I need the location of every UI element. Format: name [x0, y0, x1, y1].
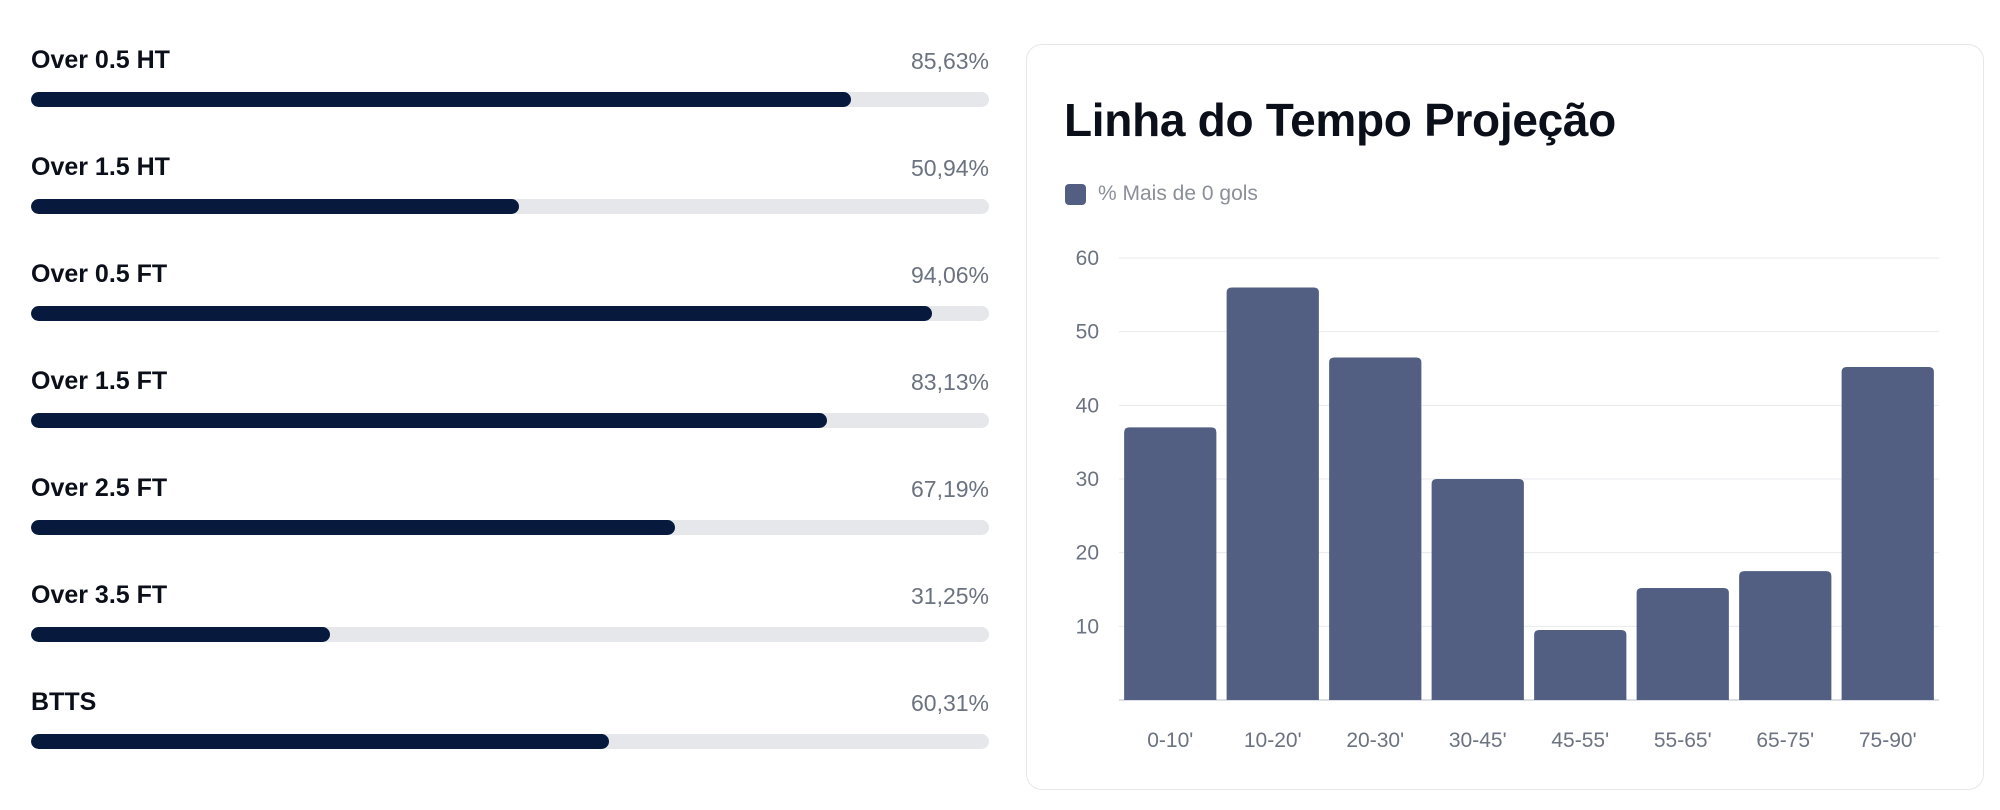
- market-stats-list: Over 0.5 HT 85,63% Over 1.5 HT 50,94% Over 0…: [31, 34, 989, 783]
- stat-row: Over 1.5 FT 83,13%: [31, 355, 989, 462]
- stat-label: Over 0.5 FT: [31, 260, 168, 288]
- stat-value: 60,31%: [910, 690, 989, 716]
- chart-bar: [1739, 571, 1832, 700]
- x-tick-label: 30-45': [1449, 729, 1507, 752]
- chart-legend[interactable]: % Mais de 0 gols: [1065, 182, 1258, 206]
- stat-label: Over 0.5 HT: [31, 46, 170, 74]
- x-tick-label: 10-20': [1244, 729, 1302, 752]
- progress-track: [31, 627, 989, 642]
- chart-bar: [1329, 357, 1422, 700]
- chart-title: Linha do Tempo Projeção: [1064, 94, 1616, 146]
- stat-value: 83,13%: [910, 369, 989, 395]
- stat-label: BTTS: [31, 688, 97, 716]
- chart-bar: [1431, 479, 1524, 700]
- stat-value: 31,25%: [910, 583, 989, 609]
- stat-row: BTTS 60,31%: [31, 676, 989, 783]
- progress-track: [31, 306, 989, 321]
- y-tick-label: 60: [1076, 247, 1099, 270]
- progress-fill: [31, 92, 852, 107]
- stat-label: Over 1.5 HT: [31, 153, 170, 181]
- y-tick-label: 50: [1076, 321, 1099, 344]
- y-tick-label: 30: [1076, 468, 1099, 491]
- progress-fill: [31, 413, 828, 428]
- chart-bar: [1534, 630, 1627, 700]
- progress-fill: [31, 520, 675, 535]
- x-tick-label: 0-10': [1147, 729, 1193, 752]
- stat-row: Over 0.5 FT 94,06%: [31, 248, 989, 355]
- x-tick-label: 55-65': [1654, 729, 1712, 752]
- stat-row: Over 0.5 HT 85,63%: [31, 34, 989, 141]
- stat-row: Over 3.5 FT 31,25%: [31, 569, 989, 676]
- x-tick-label: 75-90': [1859, 729, 1917, 752]
- stat-value: 85,63%: [910, 48, 989, 74]
- progress-fill: [31, 199, 519, 214]
- stat-row: Over 2.5 FT 67,19%: [31, 462, 989, 569]
- stat-label: Over 2.5 FT: [31, 474, 168, 502]
- progress-track: [31, 520, 989, 535]
- stat-label: Over 3.5 FT: [31, 581, 168, 609]
- progress-fill: [31, 627, 331, 642]
- stat-value: 50,94%: [910, 155, 989, 181]
- progress-fill: [31, 306, 933, 321]
- stat-value: 94,06%: [910, 262, 989, 288]
- y-tick-label: 40: [1076, 394, 1099, 417]
- y-tick-label: 10: [1076, 615, 1099, 638]
- stat-value: 67,19%: [910, 476, 989, 502]
- progress-fill: [31, 734, 609, 749]
- stat-label: Over 1.5 FT: [31, 367, 168, 395]
- x-tick-label: 45-55': [1551, 729, 1609, 752]
- chart-bar: [1124, 427, 1217, 700]
- progress-track: [31, 92, 989, 107]
- chart-bar: [1636, 588, 1729, 700]
- chart-bar: [1226, 287, 1319, 700]
- progress-track: [31, 413, 989, 428]
- x-tick-label: 20-30': [1346, 729, 1404, 752]
- progress-track: [31, 199, 989, 214]
- timeline-chart-card: Linha do Tempo Projeção % Mais de 0 gols…: [1026, 44, 1984, 790]
- bar-chart: 10 20 30 40 50 60 0-10' 10-20' 20-30' 30-45' 45-55…: [1076, 247, 1939, 752]
- legend-swatch: [1065, 183, 1086, 205]
- chart-bar: [1841, 367, 1934, 700]
- progress-track: [31, 734, 989, 749]
- legend-label: % Mais de 0 gols: [1098, 182, 1258, 205]
- y-tick-label: 20: [1076, 542, 1099, 565]
- x-tick-label: 65-75': [1756, 729, 1814, 752]
- stat-row: Over 1.5 HT 50,94%: [31, 141, 989, 248]
